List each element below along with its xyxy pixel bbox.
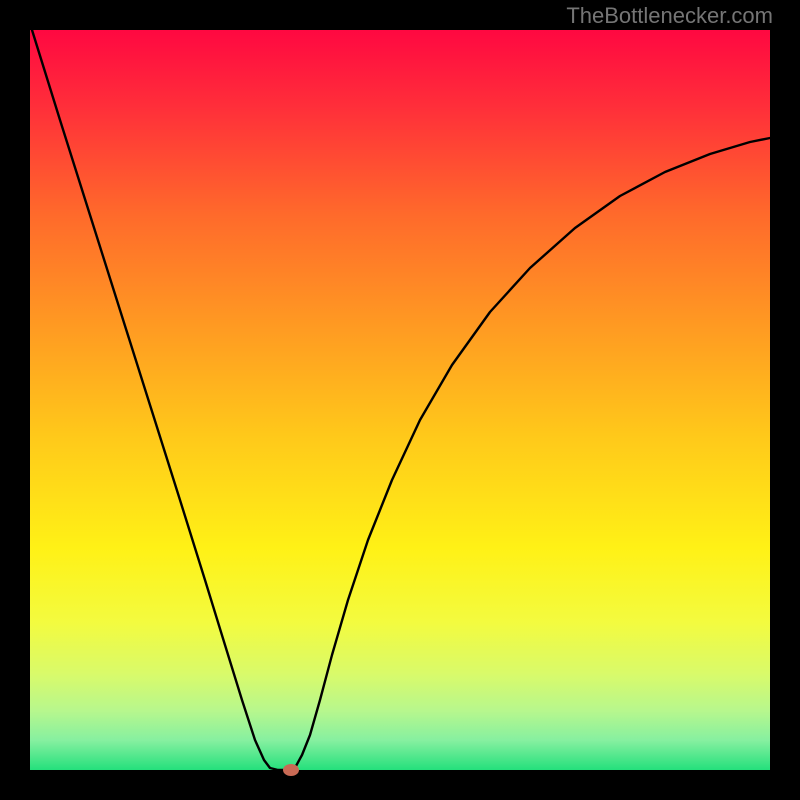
bottleneck-chart	[0, 0, 800, 800]
watermark-text: TheBottlenecker.com	[566, 3, 773, 29]
plot-area	[30, 30, 770, 770]
optimal-point-marker	[283, 764, 299, 776]
